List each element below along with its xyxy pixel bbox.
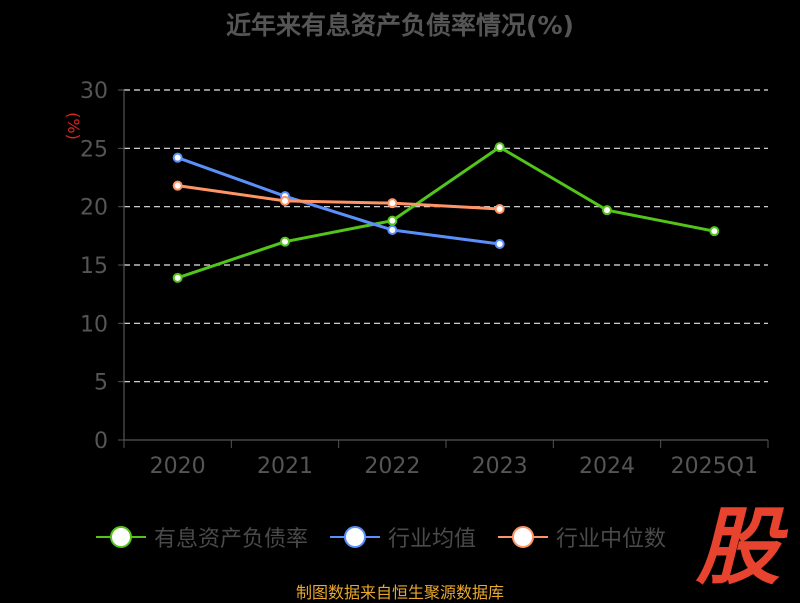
data-point-series-3-2022 <box>387 198 398 209</box>
y-tick-label-25: 25 <box>80 137 108 162</box>
legend-item-series-3[interactable]: 行业中位数 <box>498 521 666 553</box>
y-tick-label-30: 30 <box>80 79 108 104</box>
data-point-series-1-2023 <box>494 142 505 153</box>
data-point-series-3-2021 <box>280 195 290 206</box>
data-point-series-3-2023 <box>494 204 505 214</box>
x-tick-label-2020: 2020 <box>150 454 206 479</box>
x-tick-label-2025Q1: 2025Q1 <box>671 454 758 479</box>
svg-text:股: 股 <box>695 498 788 590</box>
x-tick-label-2024: 2024 <box>579 454 635 479</box>
data-point-series-1-2021 <box>280 236 290 247</box>
legend-marker-series-2 <box>330 525 381 549</box>
x-tick-label-2021: 2021 <box>257 454 313 479</box>
data-point-series-2-2022 <box>387 225 398 235</box>
y-tick-label-0: 0 <box>94 429 108 454</box>
y-tick-label-5: 5 <box>94 371 108 396</box>
data-point-series-1-2025Q1 <box>709 226 720 237</box>
data-source-note: 制图数据来自恒生聚源数据库 <box>295 583 504 602</box>
series-line-1 <box>177 145 715 280</box>
y-axis-label: (%) <box>64 112 83 140</box>
legend-item-series-1[interactable]: 有息资产负债率 <box>96 521 308 553</box>
stock-logo-watermark: 股 <box>695 498 788 590</box>
data-point-series-1-2020 <box>172 272 183 283</box>
data-point-series-1-2022 <box>387 215 398 226</box>
data-point-series-2-2020 <box>172 152 183 163</box>
legend-label-series-1: 有息资产负债率 <box>154 527 309 552</box>
data-point-series-2-2023 <box>494 239 505 249</box>
legend-marker-series-3 <box>498 525 549 549</box>
legend-marker-series-1 <box>96 525 146 549</box>
legend-label-series-3: 行业中位数 <box>556 527 667 552</box>
y-tick-label-10: 10 <box>80 312 108 337</box>
x-tick-label-2023: 2023 <box>472 454 528 479</box>
data-point-series-1-2024 <box>602 205 612 216</box>
y-tick-label-20: 20 <box>80 196 108 221</box>
legend-label-series-2: 行业均值 <box>388 527 477 552</box>
chart-title: 近年来有息资产负债率情况(%) <box>226 11 574 40</box>
series-line-3 <box>177 184 500 211</box>
chart-legend: 有息资产负债率 行业均值 行业中位数 <box>96 521 688 553</box>
y-tick-label-15: 15 <box>80 254 108 279</box>
series-line-2 <box>177 156 500 246</box>
data-point-series-3-2020 <box>172 180 183 191</box>
x-tick-label-2022: 2022 <box>364 454 420 479</box>
legend-item-series-2[interactable]: 行业均值 <box>330 521 476 553</box>
